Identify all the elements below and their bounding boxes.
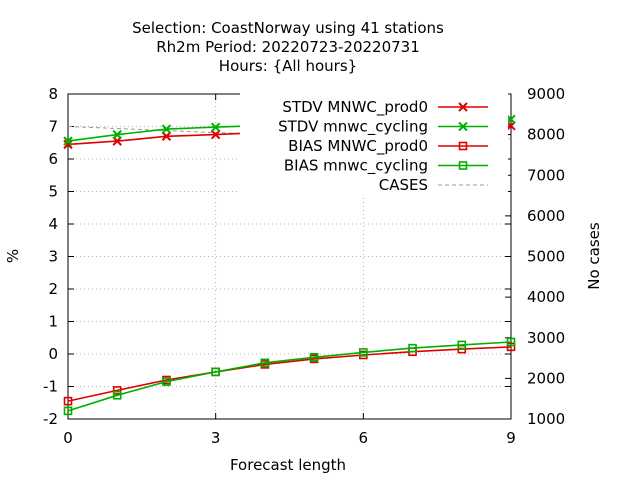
title-line-3: Hours: {All hours}	[219, 57, 357, 75]
data-point	[161, 124, 172, 134]
y2-tick-label: 4000	[527, 288, 565, 306]
legend-marker	[458, 121, 468, 132]
legend-marker	[458, 102, 468, 112]
x-tick-label: 0	[63, 429, 73, 447]
title-line-1: Selection: CoastNorway using 41 stations	[132, 19, 444, 37]
legend-entry: STDV mnwc_cycling	[278, 118, 488, 137]
y-tick-label: 1	[48, 313, 58, 331]
data-point	[63, 136, 73, 146]
y2-axis-label: No cases	[585, 222, 603, 290]
y-tick-label: 3	[48, 248, 58, 266]
data-point	[112, 129, 122, 140]
data-point	[63, 406, 73, 416]
x-tick-label: 6	[359, 429, 369, 447]
data-point	[162, 377, 171, 386]
y-tick-label: 7	[48, 118, 58, 136]
series-2	[63, 342, 516, 406]
legend-label: STDV MNWC_prod0	[282, 98, 428, 117]
data-point	[112, 386, 122, 395]
y2-tick-label: 1000	[527, 410, 565, 428]
data-point	[112, 390, 122, 400]
series-line	[67, 126, 512, 140]
y-tick-label: 0	[48, 345, 58, 363]
y-tick-label: 6	[48, 150, 58, 168]
data-point	[63, 139, 73, 150]
legend-marker	[458, 161, 468, 170]
y2-tick-label: 8000	[527, 126, 565, 144]
data-point	[506, 114, 516, 125]
data-point	[309, 352, 319, 362]
y-tick-label: -2	[43, 410, 58, 428]
data-point	[210, 122, 221, 132]
data-point	[359, 348, 368, 357]
title-line-2: Rh2m Period: 20220723-20220731	[156, 38, 420, 56]
legend-label: BIAS mnwc_cycling	[284, 157, 428, 176]
data-point	[260, 358, 270, 368]
data-point	[506, 342, 516, 352]
y2-tick-label: 3000	[527, 329, 565, 347]
x-tick-label: 9	[506, 429, 516, 447]
y2-tick-label: 9000	[527, 85, 565, 103]
y2-tick-label: 2000	[527, 369, 565, 387]
data-point	[211, 367, 220, 377]
data-point	[161, 131, 172, 141]
data-point	[63, 396, 73, 406]
y-axis-label: %	[4, 249, 22, 263]
y2-tick-label: 7000	[527, 166, 565, 184]
y-tick-label: -1	[43, 378, 58, 396]
series-line	[67, 341, 512, 412]
y-tick-label: 8	[48, 85, 58, 103]
y-tick-label: 4	[48, 215, 58, 233]
legend-marker	[458, 141, 468, 151]
legend-label: BIAS MNWC_prod0	[288, 137, 428, 156]
series-line	[67, 346, 512, 402]
y-tick-label: 2	[48, 280, 58, 298]
legend-entry: BIAS mnwc_cycling	[284, 157, 488, 176]
data-point	[457, 340, 467, 350]
legend-entry: BIAS MNWC_prod0	[288, 137, 488, 156]
y2-tick-label: 5000	[527, 248, 565, 266]
legend-label: STDV mnwc_cycling	[278, 118, 428, 137]
series-4	[67, 126, 512, 140]
chart-title: Selection: CoastNorway using 41 stations…	[132, 19, 444, 75]
data-point	[210, 129, 221, 140]
legend-entry: STDV MNWC_prod0	[282, 98, 488, 117]
data-point	[506, 337, 516, 347]
y-tick-label: 5	[48, 183, 58, 201]
legend-background	[240, 93, 508, 195]
axis-ticks: -2 -1 0 1 2 3 4 5 6 7 8 1000 2000 3000 4000 5000 6000 700…	[43, 85, 565, 447]
x-tick-label: 3	[211, 429, 221, 447]
legend-entry: CASES	[379, 176, 488, 194]
x-axis-label: Forecast length	[230, 456, 346, 474]
legend-label: CASES	[379, 176, 428, 194]
y2-tick-label: 6000	[527, 207, 565, 225]
data-point	[408, 343, 417, 353]
series-3	[63, 337, 516, 416]
